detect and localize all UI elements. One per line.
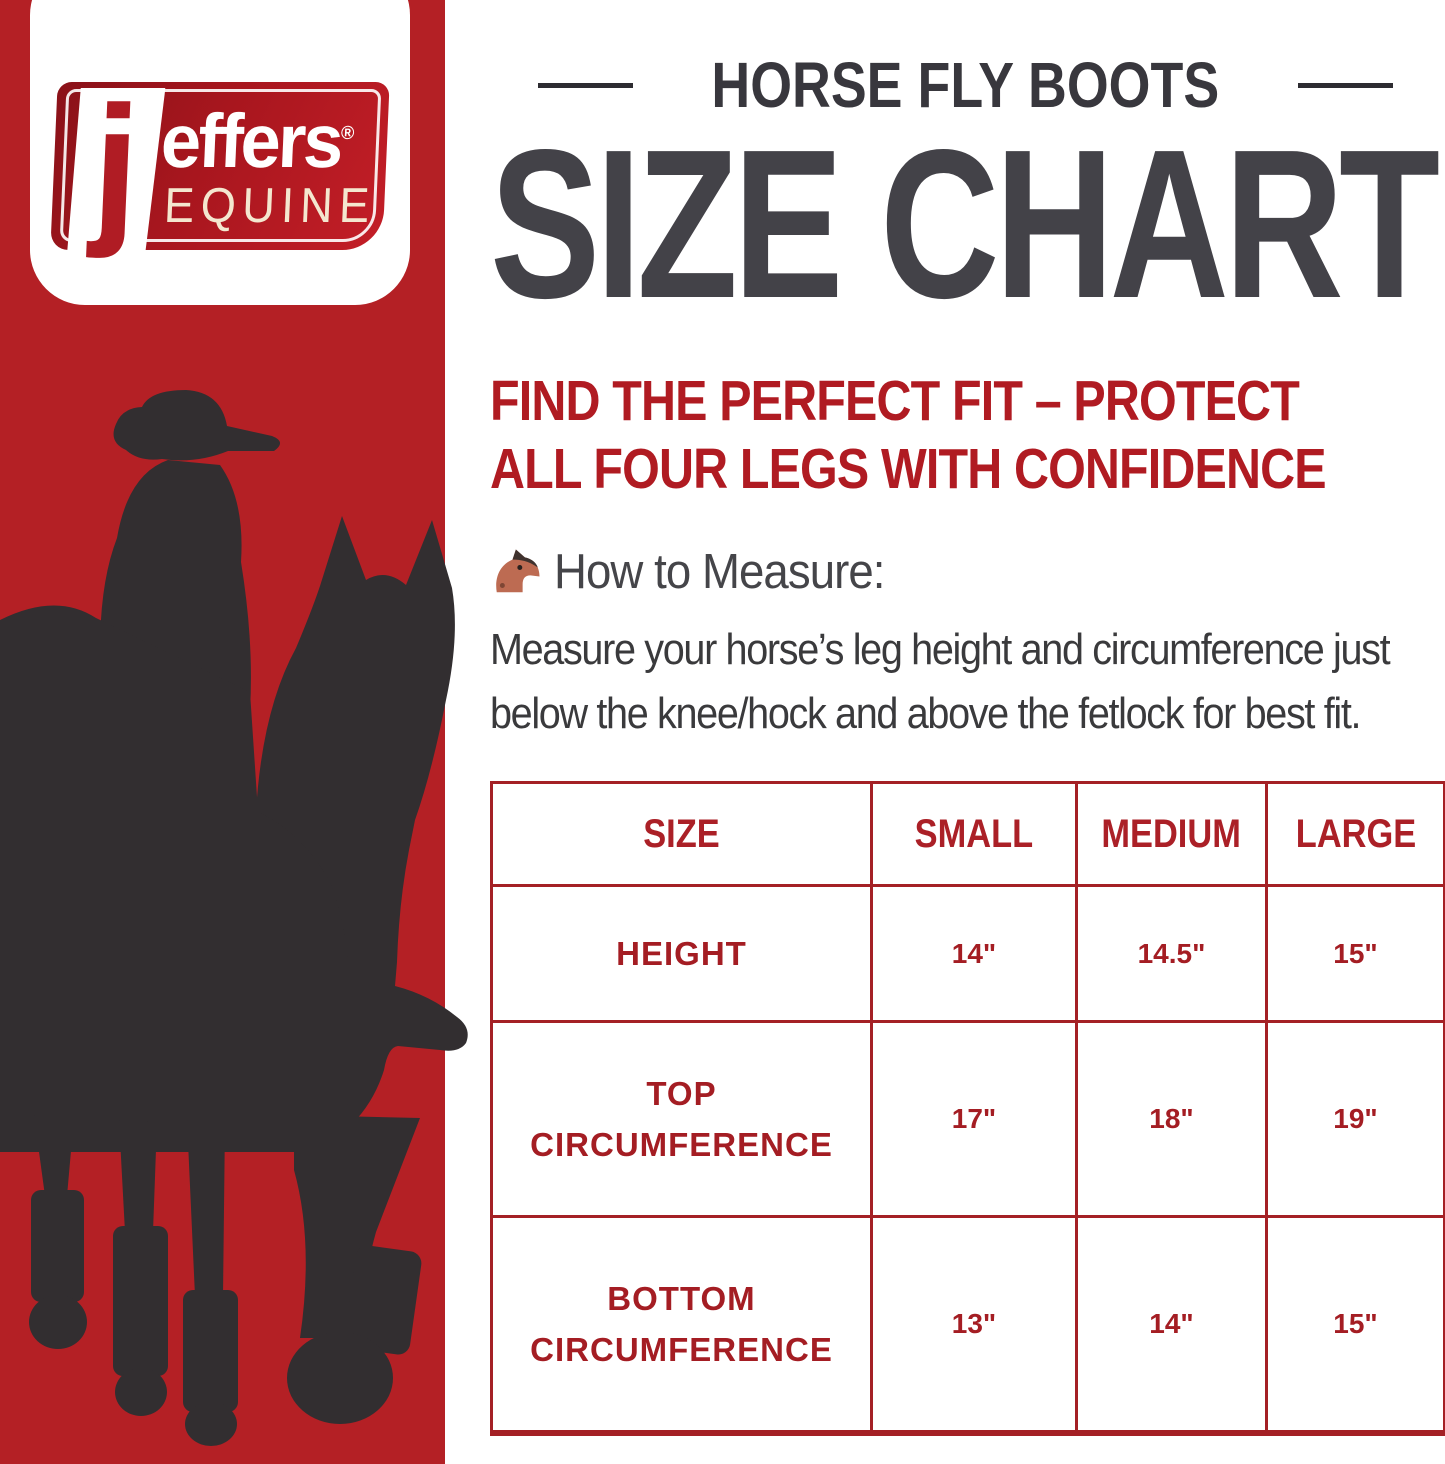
height-small-value: 14" [870, 884, 1078, 1024]
bottom-circumference-medium-value: 14" [1075, 1215, 1268, 1435]
main-content: HORSE FLY BOOTS SIZE CHART FIND THE PERF… [445, 0, 1445, 1464]
brand-logo-card: j effers® EQUINE [30, 0, 410, 305]
top-circumference-medium-value: 18" [1075, 1020, 1268, 1219]
height-medium-value: 14.5" [1075, 884, 1268, 1024]
table-row-top-circumference: TOP CIRCUMFERENCE 17" 18" 19" [490, 1020, 1445, 1219]
size-chart-table: SIZE SMALL MEDIUM LARGE HEIGHT 14" 14.5"… [490, 781, 1445, 1436]
logo-j-tab: j [65, 88, 165, 276]
table-row-bottom-circumference: BOTTOM CIRCUMFERENCE 13" 14" 15" [490, 1215, 1445, 1435]
column-header-medium: MEDIUM [1075, 781, 1268, 888]
column-header-large: LARGE [1265, 781, 1445, 888]
logo-subtitle: EQUINE [163, 179, 377, 233]
how-to-measure-body: Measure your horse’s leg height and circ… [490, 624, 1391, 739]
table-header-row: SIZE SMALL MEDIUM LARGE [490, 781, 1445, 888]
top-circumference-large-value: 19" [1265, 1020, 1445, 1219]
column-header-size: SIZE [490, 781, 873, 888]
how-to-measure-heading: How to Measure: [554, 544, 885, 599]
right-dash-rule [1297, 82, 1393, 88]
row-label-height: HEIGHT [490, 884, 873, 1024]
row-label-top-circumference: TOP CIRCUMFERENCE [490, 1020, 873, 1219]
registered-trademark-symbol: ® [340, 123, 355, 144]
product-name-heading: HORSE FLY BOOTS [711, 49, 1220, 121]
page-title: SIZE CHART [490, 105, 1440, 342]
logo-j-letter: j [88, 71, 144, 259]
row-label-bottom-circumference: BOTTOM CIRCUMFERENCE [490, 1215, 873, 1435]
table-row-height: HEIGHT 14" 14.5" 15" [490, 884, 1445, 1024]
bottom-circumference-large-value: 15" [1265, 1215, 1445, 1435]
bottom-circumference-small-value: 13" [870, 1215, 1078, 1435]
jeffers-logo-badge: j effers® EQUINE [50, 82, 390, 250]
column-header-small: SMALL [870, 781, 1078, 888]
height-large-value: 15" [1265, 884, 1445, 1024]
kicker-row: HORSE FLY BOOTS [490, 48, 1441, 122]
tagline-text: FIND THE PERFECT FIT – PROTECT ALL FOUR … [490, 369, 1327, 502]
horse-head-emoji-icon [496, 549, 540, 593]
how-to-measure-row: How to Measure: [490, 544, 1441, 600]
left-dash-rule [538, 82, 634, 88]
logo-wordmark: effers® [159, 99, 355, 184]
cowboy-rider-on-horse-silhouette-icon [0, 390, 468, 1446]
top-circumference-small-value: 17" [870, 1020, 1078, 1219]
